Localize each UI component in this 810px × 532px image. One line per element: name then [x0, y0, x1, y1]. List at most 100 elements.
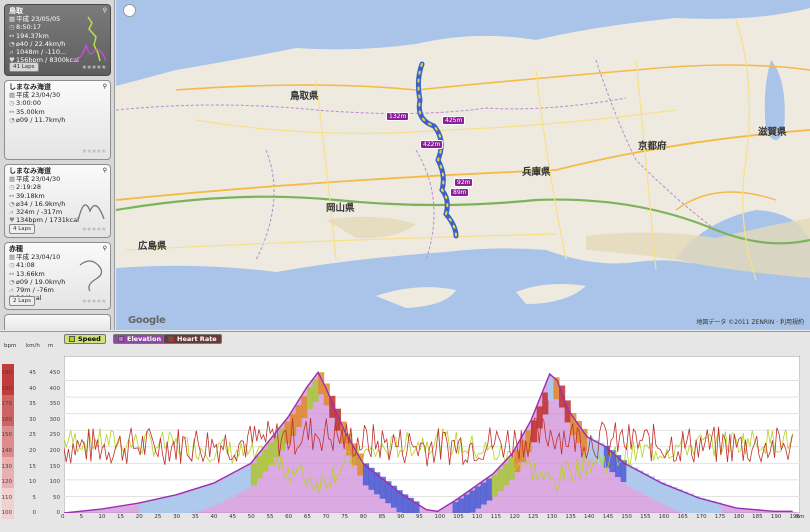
- bpm-tick: 150: [1, 432, 13, 439]
- grade-band: [508, 457, 515, 480]
- zoom-control[interactable]: [123, 4, 136, 17]
- laps-button[interactable]: 41 Laps: [9, 61, 39, 72]
- grade-band: [581, 428, 588, 451]
- grade-band: [385, 481, 392, 504]
- elevation-marker[interactable]: 132m: [386, 112, 410, 121]
- grade-band: [452, 502, 459, 513]
- x-tick: 140: [584, 514, 595, 520]
- bike-icon: ⚲: [102, 83, 107, 90]
- kmh-tick: 35: [29, 401, 36, 408]
- legend-elevation[interactable]: Elevation: [113, 334, 167, 344]
- elevation-icon: ⩘: [9, 286, 13, 295]
- card-title: しまなみ海道: [9, 167, 51, 175]
- card-speed: ◔⌀09 / 11.7km/h: [9, 115, 66, 124]
- bpm-tick: 160: [1, 416, 13, 423]
- elevation-marker[interactable]: 92m: [454, 178, 474, 187]
- grade-band: [340, 421, 347, 444]
- x-tick: 10: [98, 514, 106, 520]
- rating-stars[interactable]: ★★★★★: [81, 297, 107, 305]
- activity-card-next[interactable]: [4, 314, 111, 330]
- grade-band: [233, 472, 241, 495]
- card-distance: ↔ 39.18km: [9, 191, 45, 200]
- legend-speed[interactable]: Speed: [64, 334, 106, 344]
- google-logo: Google: [128, 315, 166, 326]
- x-tick: 85: [378, 514, 386, 520]
- speed-icon: ◔: [9, 115, 15, 124]
- grade-band: [682, 491, 689, 513]
- grade-band: [390, 485, 398, 508]
- kmh-tick: 30: [29, 416, 36, 423]
- kmh-tick: 10: [29, 479, 36, 486]
- activity-card-shimanami-1[interactable]: しまなみ海道 ⚲ ▦平成 23/04/30 ◷3:00:00 ↔ 35.00km …: [4, 80, 111, 160]
- grade-band: [687, 493, 695, 513]
- x-tick: 185: [752, 514, 763, 520]
- x-tick: 25: [154, 514, 162, 520]
- heart-icon: ♥: [9, 56, 15, 65]
- plot-background: [64, 356, 800, 513]
- grade-band: [301, 396, 308, 419]
- grade-band: [514, 450, 521, 473]
- grade-band: [587, 436, 594, 459]
- route-map[interactable]: 鳥取県 岡山県 兵庫県 京都府 広島県 滋賀県 132m 425m 422m 9…: [116, 0, 810, 330]
- elevation-marker[interactable]: 425m: [442, 116, 466, 125]
- x-tick: 30: [173, 514, 181, 520]
- card-heart: ♥156bpm / 8300kcal: [9, 56, 79, 65]
- card-time: ◷2:19:28: [9, 183, 42, 192]
- grade-band: [149, 500, 157, 513]
- map-label-okayama: 岡山県: [326, 203, 355, 214]
- card-title: 赤穂: [9, 245, 23, 253]
- grade-band: [626, 464, 633, 487]
- kmh-tick: 40: [29, 385, 36, 392]
- elevation-marker[interactable]: 422m: [420, 140, 444, 149]
- grade-band: [659, 482, 667, 505]
- grade-band: [559, 385, 566, 408]
- x-tick: 60: [285, 514, 293, 520]
- grade-band: [217, 481, 224, 504]
- activity-card-tottori[interactable]: 鳥取 ⚲ ▦平成 23/05/05 ◷8:50:17 ↔ 194.37km ◔⌀4…: [4, 4, 111, 76]
- map-label-tottori: 鳥取県: [290, 91, 319, 102]
- m-tick: 300: [49, 416, 61, 423]
- grade-band: [138, 503, 145, 513]
- m-tick: 0: [56, 510, 61, 517]
- clock-icon: ◷: [9, 183, 15, 192]
- bpm-tick: 130: [1, 463, 13, 470]
- route-thumbnail: [77, 204, 105, 222]
- heart-zone-band: [2, 457, 14, 488]
- activity-card-ako[interactable]: 赤穂 ⚲ ▦平成 23/04/10 ◷41:08 ↔ 13.66km ◔⌀09 /…: [4, 242, 111, 310]
- grade-band: [531, 420, 538, 443]
- x-tick: 65: [303, 514, 311, 520]
- grade-band: [374, 472, 381, 495]
- chart-panel: Speed Elevation Heart Rate bpm km/h m km…: [0, 331, 810, 532]
- card-speed: ◔⌀40 / 22.4km/h: [9, 39, 66, 48]
- bpm-tick: 170: [1, 401, 13, 408]
- x-tick: 130: [546, 514, 558, 520]
- rating-stars[interactable]: ★★★★★: [81, 63, 107, 71]
- speed-icon: ◔: [9, 199, 15, 208]
- legend-heart-rate[interactable]: Heart Rate: [163, 334, 222, 344]
- elevation-chart[interactable]: [64, 356, 800, 513]
- x-tick: 55: [266, 514, 274, 520]
- grade-band: [166, 496, 173, 513]
- x-tick: 190: [770, 514, 782, 520]
- kmh-tick: 5: [32, 494, 37, 501]
- grade-band: [553, 377, 560, 400]
- laps-button[interactable]: 2 Laps: [9, 295, 36, 306]
- bpm-tick: 100: [1, 510, 13, 517]
- grade-band: [144, 501, 151, 513]
- card-distance: ↔ 13.66km: [9, 269, 45, 278]
- card-title: しまなみ海道: [9, 83, 51, 91]
- rating-stars[interactable]: ★★★★★: [81, 225, 107, 233]
- x-tick: 105: [453, 514, 464, 520]
- x-tick: 155: [640, 514, 651, 520]
- activity-sidebar[interactable]: 鳥取 ⚲ ▦平成 23/05/05 ◷8:50:17 ↔ 194.37km ◔⌀4…: [0, 0, 115, 330]
- grade-band: [620, 460, 627, 483]
- clock-icon: ◷: [9, 23, 15, 32]
- rating-stars[interactable]: ★★★★★: [81, 147, 107, 155]
- grade-band: [598, 442, 605, 465]
- activity-card-shimanami-2[interactable]: しまなみ海道 ⚲ ▦平成 23/04/30 ◷2:19:28 ↔ 39.18km …: [4, 164, 111, 238]
- grade-band: [631, 467, 639, 490]
- grade-band: [480, 482, 487, 505]
- elevation-marker[interactable]: 89m: [450, 188, 470, 197]
- laps-button[interactable]: 4 Laps: [9, 223, 36, 234]
- bpm-tick: 110: [1, 494, 13, 501]
